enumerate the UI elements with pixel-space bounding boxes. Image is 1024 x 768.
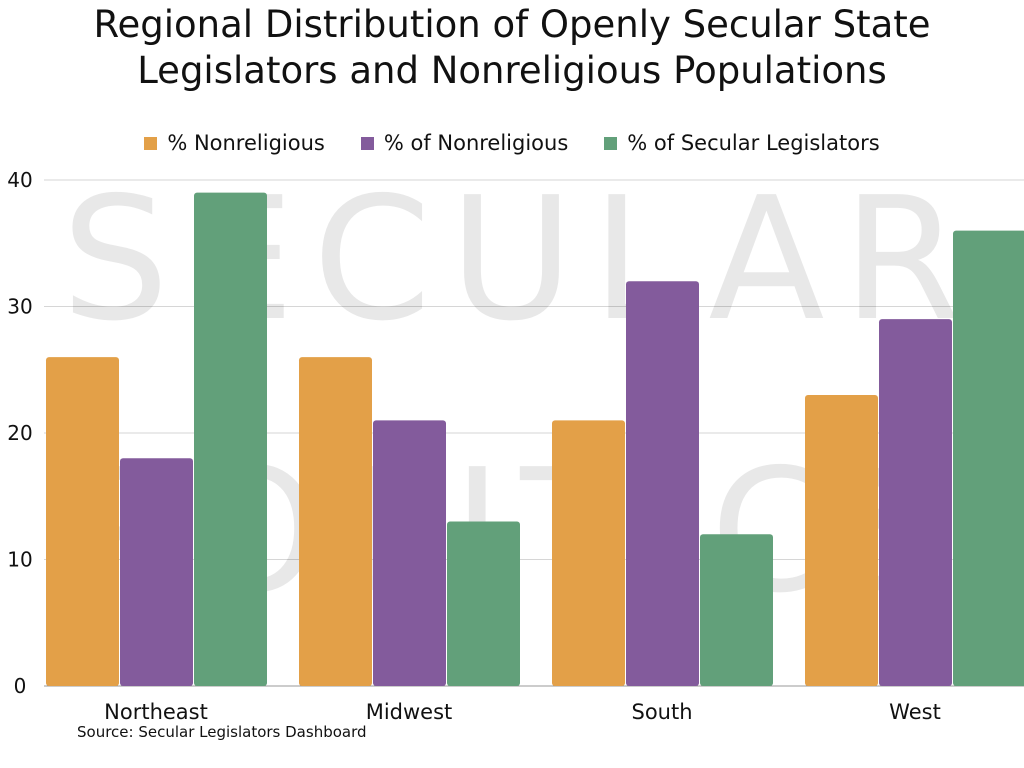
y-tick-label: 40 <box>7 168 32 192</box>
bar-northeast-series-1 <box>46 357 119 686</box>
y-tick-label: 30 <box>7 295 32 319</box>
legend-swatch-secular-legislators <box>604 136 618 150</box>
x-tick-label: Midwest <box>366 700 453 724</box>
y-tick-label: 10 <box>7 548 32 572</box>
bar-northeast-series-2 <box>120 458 193 686</box>
bar-west-series-1 <box>805 395 878 686</box>
x-tick-label: Northeast <box>104 700 208 724</box>
bar-south-series-3 <box>700 534 773 686</box>
bar-south-series-1 <box>552 420 625 686</box>
legend-swatch-nonreligious <box>144 136 158 150</box>
bar-midwest-series-2 <box>373 420 446 686</box>
bar-midwest-series-3 <box>447 521 520 686</box>
y-tick-label: 0 <box>14 674 27 698</box>
bar-south-series-2 <box>626 281 699 686</box>
chart-title-line-1: Regional Distribution of Openly Secular … <box>93 3 931 46</box>
chart-title: Regional Distribution of Openly Secular … <box>0 2 1024 94</box>
legend-item-nonreligious: % Nonreligious <box>144 130 325 156</box>
x-tick-label: South <box>631 700 692 724</box>
bar-northeast-series-3 <box>194 192 267 686</box>
legend-label-nonreligious: % Nonreligious <box>167 131 325 155</box>
bar-west-series-3 <box>953 230 1024 686</box>
legend-label-of-nonreligious: % of Nonreligious <box>383 131 569 155</box>
bar-west-series-2 <box>879 319 952 686</box>
axes: 0 10 20 30 40 Northeast Midwest South West <box>7 168 941 724</box>
legend-item-secular-legislators: % of Secular Legislators <box>604 130 880 156</box>
x-tick-label: West <box>889 700 941 724</box>
bar-midwest-series-1 <box>299 357 372 686</box>
chart-title-line-2: Legislators and Nonreligious Populations <box>137 49 887 92</box>
legend-item-of-nonreligious: % of Nonreligious <box>360 130 569 156</box>
legend-label-secular-legislators: % of Secular Legislators <box>627 131 880 155</box>
bars <box>46 192 1024 686</box>
legend: % Nonreligious % of Nonreligious % of Se… <box>0 130 1024 156</box>
y-tick-label: 20 <box>7 421 32 445</box>
legend-swatch-of-nonreligious <box>360 136 374 150</box>
source-note: Source: Secular Legislators Dashboard <box>77 723 367 741</box>
